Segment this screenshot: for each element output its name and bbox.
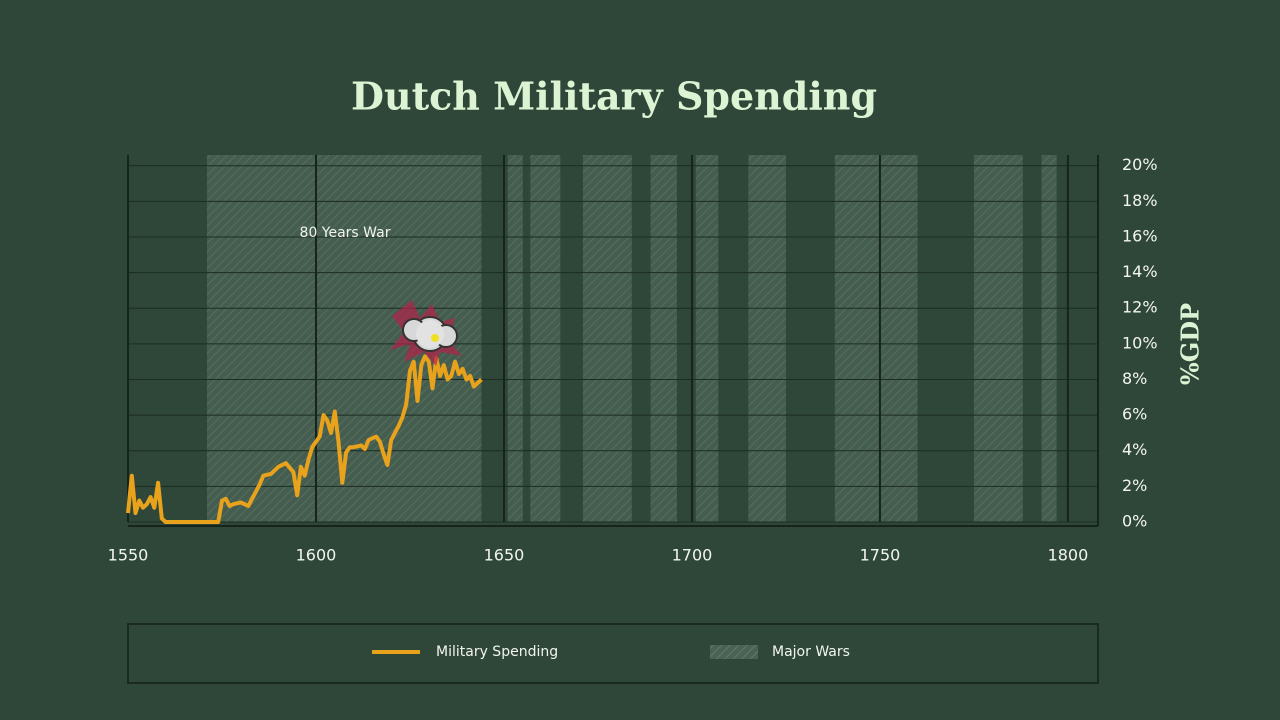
war-band <box>695 155 719 522</box>
war-band <box>748 155 786 522</box>
legend-label: Major Wars <box>772 644 850 660</box>
x-tick-label: 1650 <box>484 546 525 565</box>
legend-swatch <box>710 645 758 659</box>
y-tick-label: 6% <box>1122 405 1147 424</box>
y-tick-label: 14% <box>1122 262 1158 281</box>
y-tick-label: 10% <box>1122 333 1158 352</box>
y-tick-label: 0% <box>1122 512 1147 531</box>
war-band <box>1041 155 1057 522</box>
y-tick-label: 12% <box>1122 298 1158 317</box>
y-tick-label: 8% <box>1122 369 1147 388</box>
x-tick-label: 1800 <box>1048 546 1089 565</box>
war-band <box>507 155 523 522</box>
y-axis-label: %GDP <box>1176 303 1205 385</box>
y-tick-label: 16% <box>1122 226 1158 245</box>
chart-title: Dutch Military Spending <box>351 74 877 119</box>
legend-box <box>127 623 1099 684</box>
y-tick-label: 18% <box>1122 191 1158 210</box>
war-band <box>834 155 918 522</box>
war-band <box>973 155 1023 522</box>
x-tick-label: 1600 <box>296 546 337 565</box>
war-band <box>530 155 561 522</box>
war-band <box>582 155 632 522</box>
explosion-icon <box>390 300 462 366</box>
y-tick-label: 20% <box>1122 155 1158 174</box>
annotation: 80 Years War <box>300 225 391 241</box>
x-tick-label: 1700 <box>672 546 713 565</box>
y-tick-label: 2% <box>1122 476 1147 495</box>
war-band <box>650 155 677 522</box>
plot-area: 0% 2% 4% 6% 8% 10% 12% 14% 16% 18% 20% 1550 1600 1650… <box>108 155 1158 565</box>
data-line <box>126 354 483 524</box>
legend-label: Military Spending <box>436 644 558 660</box>
x-tick-label: 1750 <box>860 546 901 565</box>
x-tick-label: 1550 <box>108 546 149 565</box>
y-tick-label: 4% <box>1122 440 1147 459</box>
